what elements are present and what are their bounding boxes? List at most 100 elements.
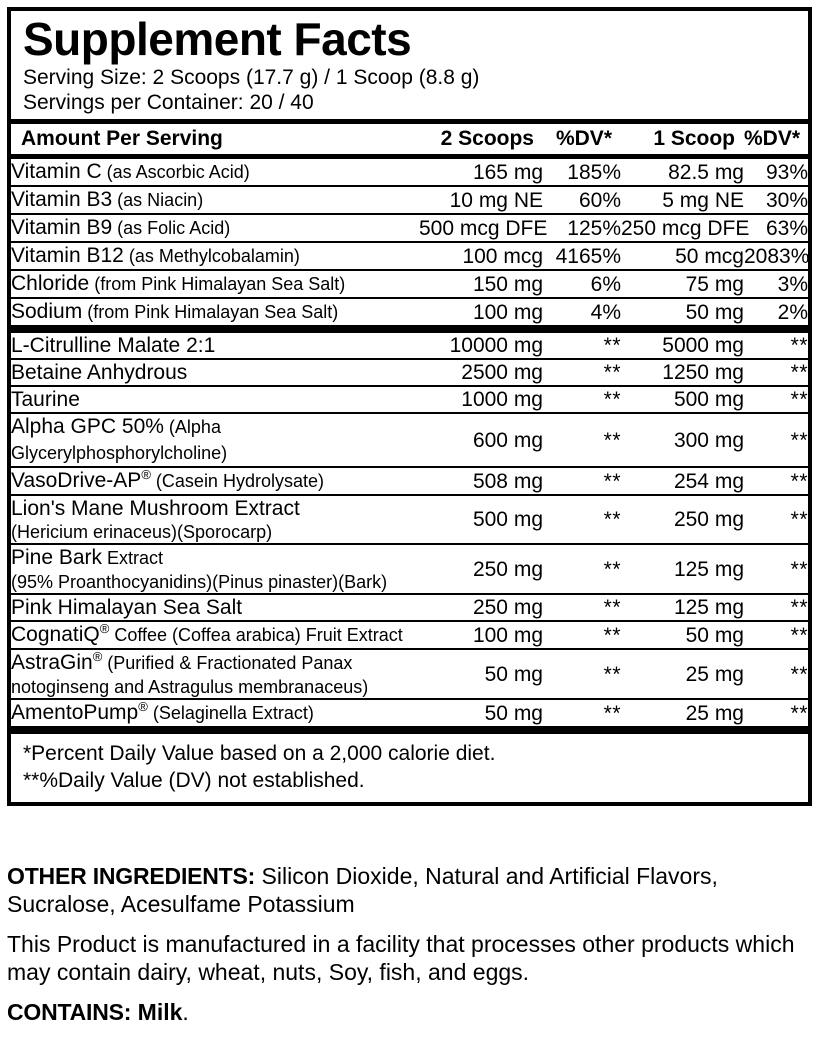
divider-above-footnotes [11, 726, 808, 734]
row-dv-2-scoops: 125% [543, 213, 621, 242]
row-amount-2-scoops: 100 mg [419, 620, 543, 649]
footnotes-block: *Percent Daily Value based on a 2,000 ca… [11, 734, 808, 802]
header-dv-2-scoops: %DV* [555, 127, 612, 150]
row-amount-1-scoop: 50 mg [621, 297, 744, 325]
row-dv-1-scoop: ** [744, 358, 808, 386]
ingredient-name-text: VasoDrive-AP [11, 469, 142, 492]
table-row: Chloride (from Pink Himalayan Sea Salt) 1… [11, 269, 808, 298]
header-amount-per-serving: Amount Per Serving [21, 127, 223, 150]
row-amount-2-scoops: 250 mg [419, 593, 543, 621]
row-amount-1-scoop: 82.5 mg [668, 160, 744, 184]
table-row: Lion's Mane Mushroom Extract (Hericium er… [11, 494, 808, 544]
row-ingredient-name: AmentoPump® (Selaginella Extract) [11, 698, 419, 726]
ingredient-name-text: Lion's Mane Mushroom Extract [11, 497, 300, 520]
header-1-scoop: 1 Scoop [653, 127, 735, 150]
ingredient-name-text: Vitamin B3 [11, 188, 113, 211]
facts-table-header: Amount Per Serving 2 Scoops %DV* 1 Scoop… [11, 124, 808, 154]
ingredient-subtext: (Selaginella Extract) [147, 703, 314, 723]
row-ingredient-name: Lion's Mane Mushroom Extract (Hericium er… [11, 494, 419, 544]
row-ingredient-name: Vitamin B12 (as Methylcobalamin) [11, 241, 419, 270]
row-amount-2-scoops: 500 mcg DFE [419, 213, 547, 242]
ingredient-subtext-line2: notoginseng and Astragulus membranaceus) [11, 677, 369, 697]
ingredient-subtext: (as Ascorbic Acid) [101, 162, 250, 182]
row-amount-1-scoop: 250 mg [621, 494, 744, 544]
row-dv-1-scoop: 30% [744, 185, 808, 214]
ingredient-name-text: Vitamin B9 [11, 216, 113, 239]
row-dv-1-scoop: 3% [744, 269, 808, 298]
row-ingredient-name: Sodium (from Pink Himalayan Sea Salt) [11, 297, 419, 325]
ingredient-name-text: Sodium [11, 300, 83, 323]
row-amount-1-scoop: 1250 mg [621, 358, 744, 386]
other-ingredients-label: OTHER INGREDIENTS: [7, 863, 256, 889]
footnote-dv-not-established: **%Daily Value (DV) not established. [23, 769, 365, 792]
row-dv-1-scoop: 2083% [744, 241, 809, 270]
row-amount-1-scoop: 25 mg [621, 698, 744, 726]
ingredient-name-text: CognatiQ [11, 623, 100, 646]
row-amount-2-scoops: 1000 mg [419, 385, 543, 413]
row-ingredient-name: Betaine Anhydrous [11, 358, 419, 386]
row-dv-2-scoops: 60% [543, 185, 621, 214]
row-amount-2-scoops: 100 mg [419, 297, 543, 325]
divider-section-break [11, 325, 808, 333]
row-amount-2-scoops: 508 mg [419, 466, 543, 495]
row-dv-2-scoops: 6% [543, 269, 621, 298]
vitamins-minerals-table: Vitamin C (as Ascorbic Acid) 165 mg 185% 82… [11, 159, 809, 325]
ingredient-name-text: Alpha GPC 50% [11, 415, 164, 438]
page-title: Supplement Facts [23, 13, 412, 65]
row-dv-2-scoops: ** [543, 648, 621, 699]
registered-trademark-icon: ® [138, 699, 148, 714]
ingredient-name-text: Pine Bark [11, 546, 103, 569]
ingredient-subtext: Extract [102, 548, 164, 568]
ingredients-body: L-Citrulline Malate 2:1 10000 mg ** 5000 mg… [11, 333, 808, 726]
row-dv-1-scoop: ** [744, 648, 808, 699]
other-ingredients-text: Silicon Dioxide, Natural and Artificial … [7, 863, 718, 917]
ingredient-name-text: Pink Himalayan Sea Salt [11, 596, 243, 619]
registered-trademark-icon: ® [99, 621, 110, 636]
row-amount-2-scoops: 10000 mg [449, 334, 543, 357]
row-ingredient-name: Taurine [11, 385, 419, 413]
ingredient-subtext-line2: (95% Proanthocyanidins)(Pinus pinaster)(… [11, 572, 388, 592]
row-amount-1-scoop: 254 mg [621, 466, 744, 495]
row-amount-1-scoop: 50 mcg [621, 241, 744, 270]
row-dv-2-scoops: ** [543, 593, 621, 621]
table-row: Pink Himalayan Sea Salt 250 mg ** 125 mg ** [11, 593, 808, 621]
ingredient-subtext: (as Folic Acid) [112, 218, 231, 238]
row-dv-1-scoop: ** [744, 620, 808, 649]
row-dv-2-scoops: 185% [567, 160, 621, 184]
row-amount-1-scoop: 50 mg [621, 620, 744, 649]
table-row: Alpha GPC 50% (Alpha Glycerylphosphorylc… [11, 412, 808, 467]
row-amount-2-scoops: 150 mg [419, 269, 543, 298]
row-amount-2-scoops: 100 mcg [419, 241, 543, 270]
row-ingredient-name: Vitamin B9 (as Folic Acid) [11, 213, 419, 242]
ingredients-table: L-Citrulline Malate 2:1 10000 mg ** 5000 mg… [11, 333, 808, 726]
row-dv-2-scoops: ** [543, 494, 621, 544]
row-amount-2-scoops: 500 mg [419, 494, 543, 544]
ingredient-subtext-line2: (Hericium erinaceus)(Sporocarp) [11, 522, 273, 542]
row-amount-1-scoop: 75 mg [621, 269, 744, 298]
row-dv-2-scoops: 4165% [543, 241, 621, 270]
contains-block: CONTAINS: Milk. [7, 998, 813, 1026]
divider-above-header [11, 119, 808, 124]
below-panel-text: OTHER INGREDIENTS: Silicon Dioxide, Natu… [7, 862, 813, 1038]
header-2-scoops: 2 Scoops [440, 127, 534, 150]
footnote-percent-daily-value: *Percent Daily Value based on a 2,000 ca… [23, 742, 496, 765]
table-row: Pine Bark Extract (95% Proanthocyanidins)… [11, 543, 808, 594]
table-row: AstraGin® (Purified & Fractionated Panax… [11, 648, 808, 699]
registered-trademark-icon: ® [92, 649, 103, 664]
row-dv-2-scoops: ** [543, 543, 621, 594]
row-ingredient-name: Pine Bark Extract (95% Proanthocyanidins)… [11, 543, 419, 594]
ingredient-subtext: Coffee (Coffea arabica) Fruit Extract [109, 625, 403, 645]
row-amount-1-scoop: 25 mg [621, 648, 744, 699]
row-dv-1-scoop: ** [744, 698, 808, 726]
title-block: Supplement Facts Serving Size: 2 Scoops … [11, 11, 808, 119]
ingredient-name-text: AstraGin [11, 651, 93, 674]
ingredient-name-text: L-Citrulline Malate 2:1 [11, 334, 216, 357]
contains-value: Milk [137, 999, 183, 1025]
ingredient-name-text: Vitamin C [11, 160, 102, 183]
row-dv-2-scoops: ** [543, 466, 621, 495]
table-header-row: Amount Per Serving 2 Scoops %DV* 1 Scoop… [11, 124, 808, 154]
ingredient-subtext: (from Pink Himalayan Sea Salt) [89, 274, 346, 294]
row-ingredient-name: Vitamin B3 (as Niacin) [11, 185, 419, 214]
row-dv-1-scoop: 93% [765, 160, 808, 184]
